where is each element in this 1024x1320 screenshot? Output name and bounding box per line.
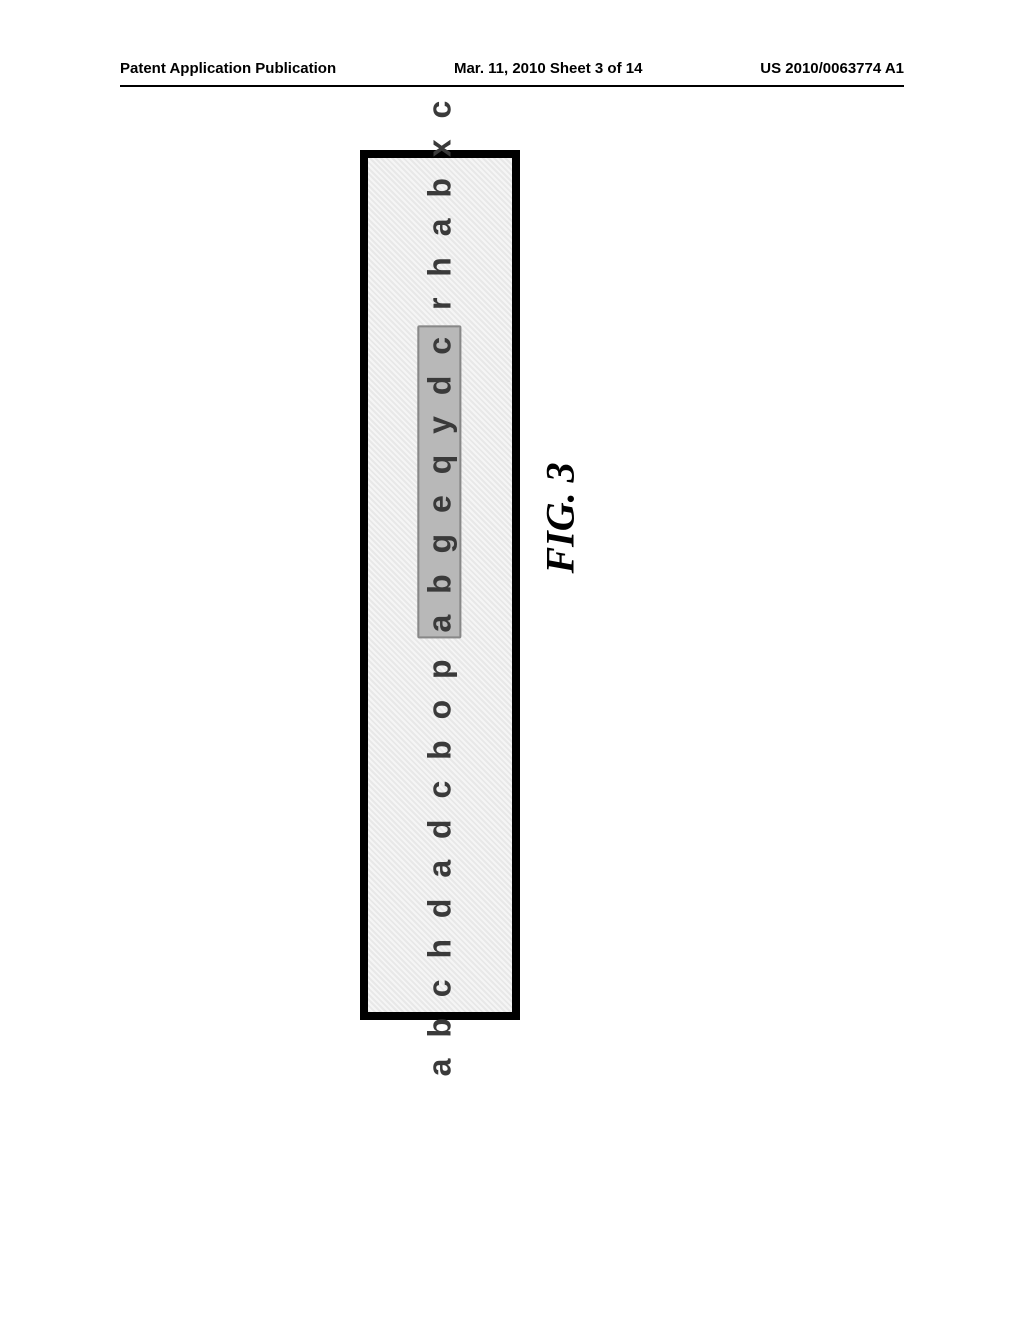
page-header: Patent Application Publication Mar. 11, … xyxy=(0,60,1024,77)
header-publication-type: Patent Application Publication xyxy=(120,60,336,77)
sequence-prefix: a b c h d a d c b o p xyxy=(422,653,458,1076)
header-date-sheet: Mar. 11, 2010 Sheet 3 of 14 xyxy=(454,60,642,77)
figure-caption: FIG. 3 xyxy=(537,462,584,573)
sequence-highlighted: a b g e q y d c xyxy=(418,324,462,638)
sequence-suffix: r h a b x c xyxy=(422,94,458,309)
header-divider xyxy=(120,85,904,87)
header-patent-number: US 2010/0063774 A1 xyxy=(760,60,904,77)
figure-sequence-box: a b c h d a d c b o p a b g e q y d c r … xyxy=(360,150,520,1020)
sequence-string: a b c h d a d c b o p a b g e q y d c r … xyxy=(422,94,459,1076)
